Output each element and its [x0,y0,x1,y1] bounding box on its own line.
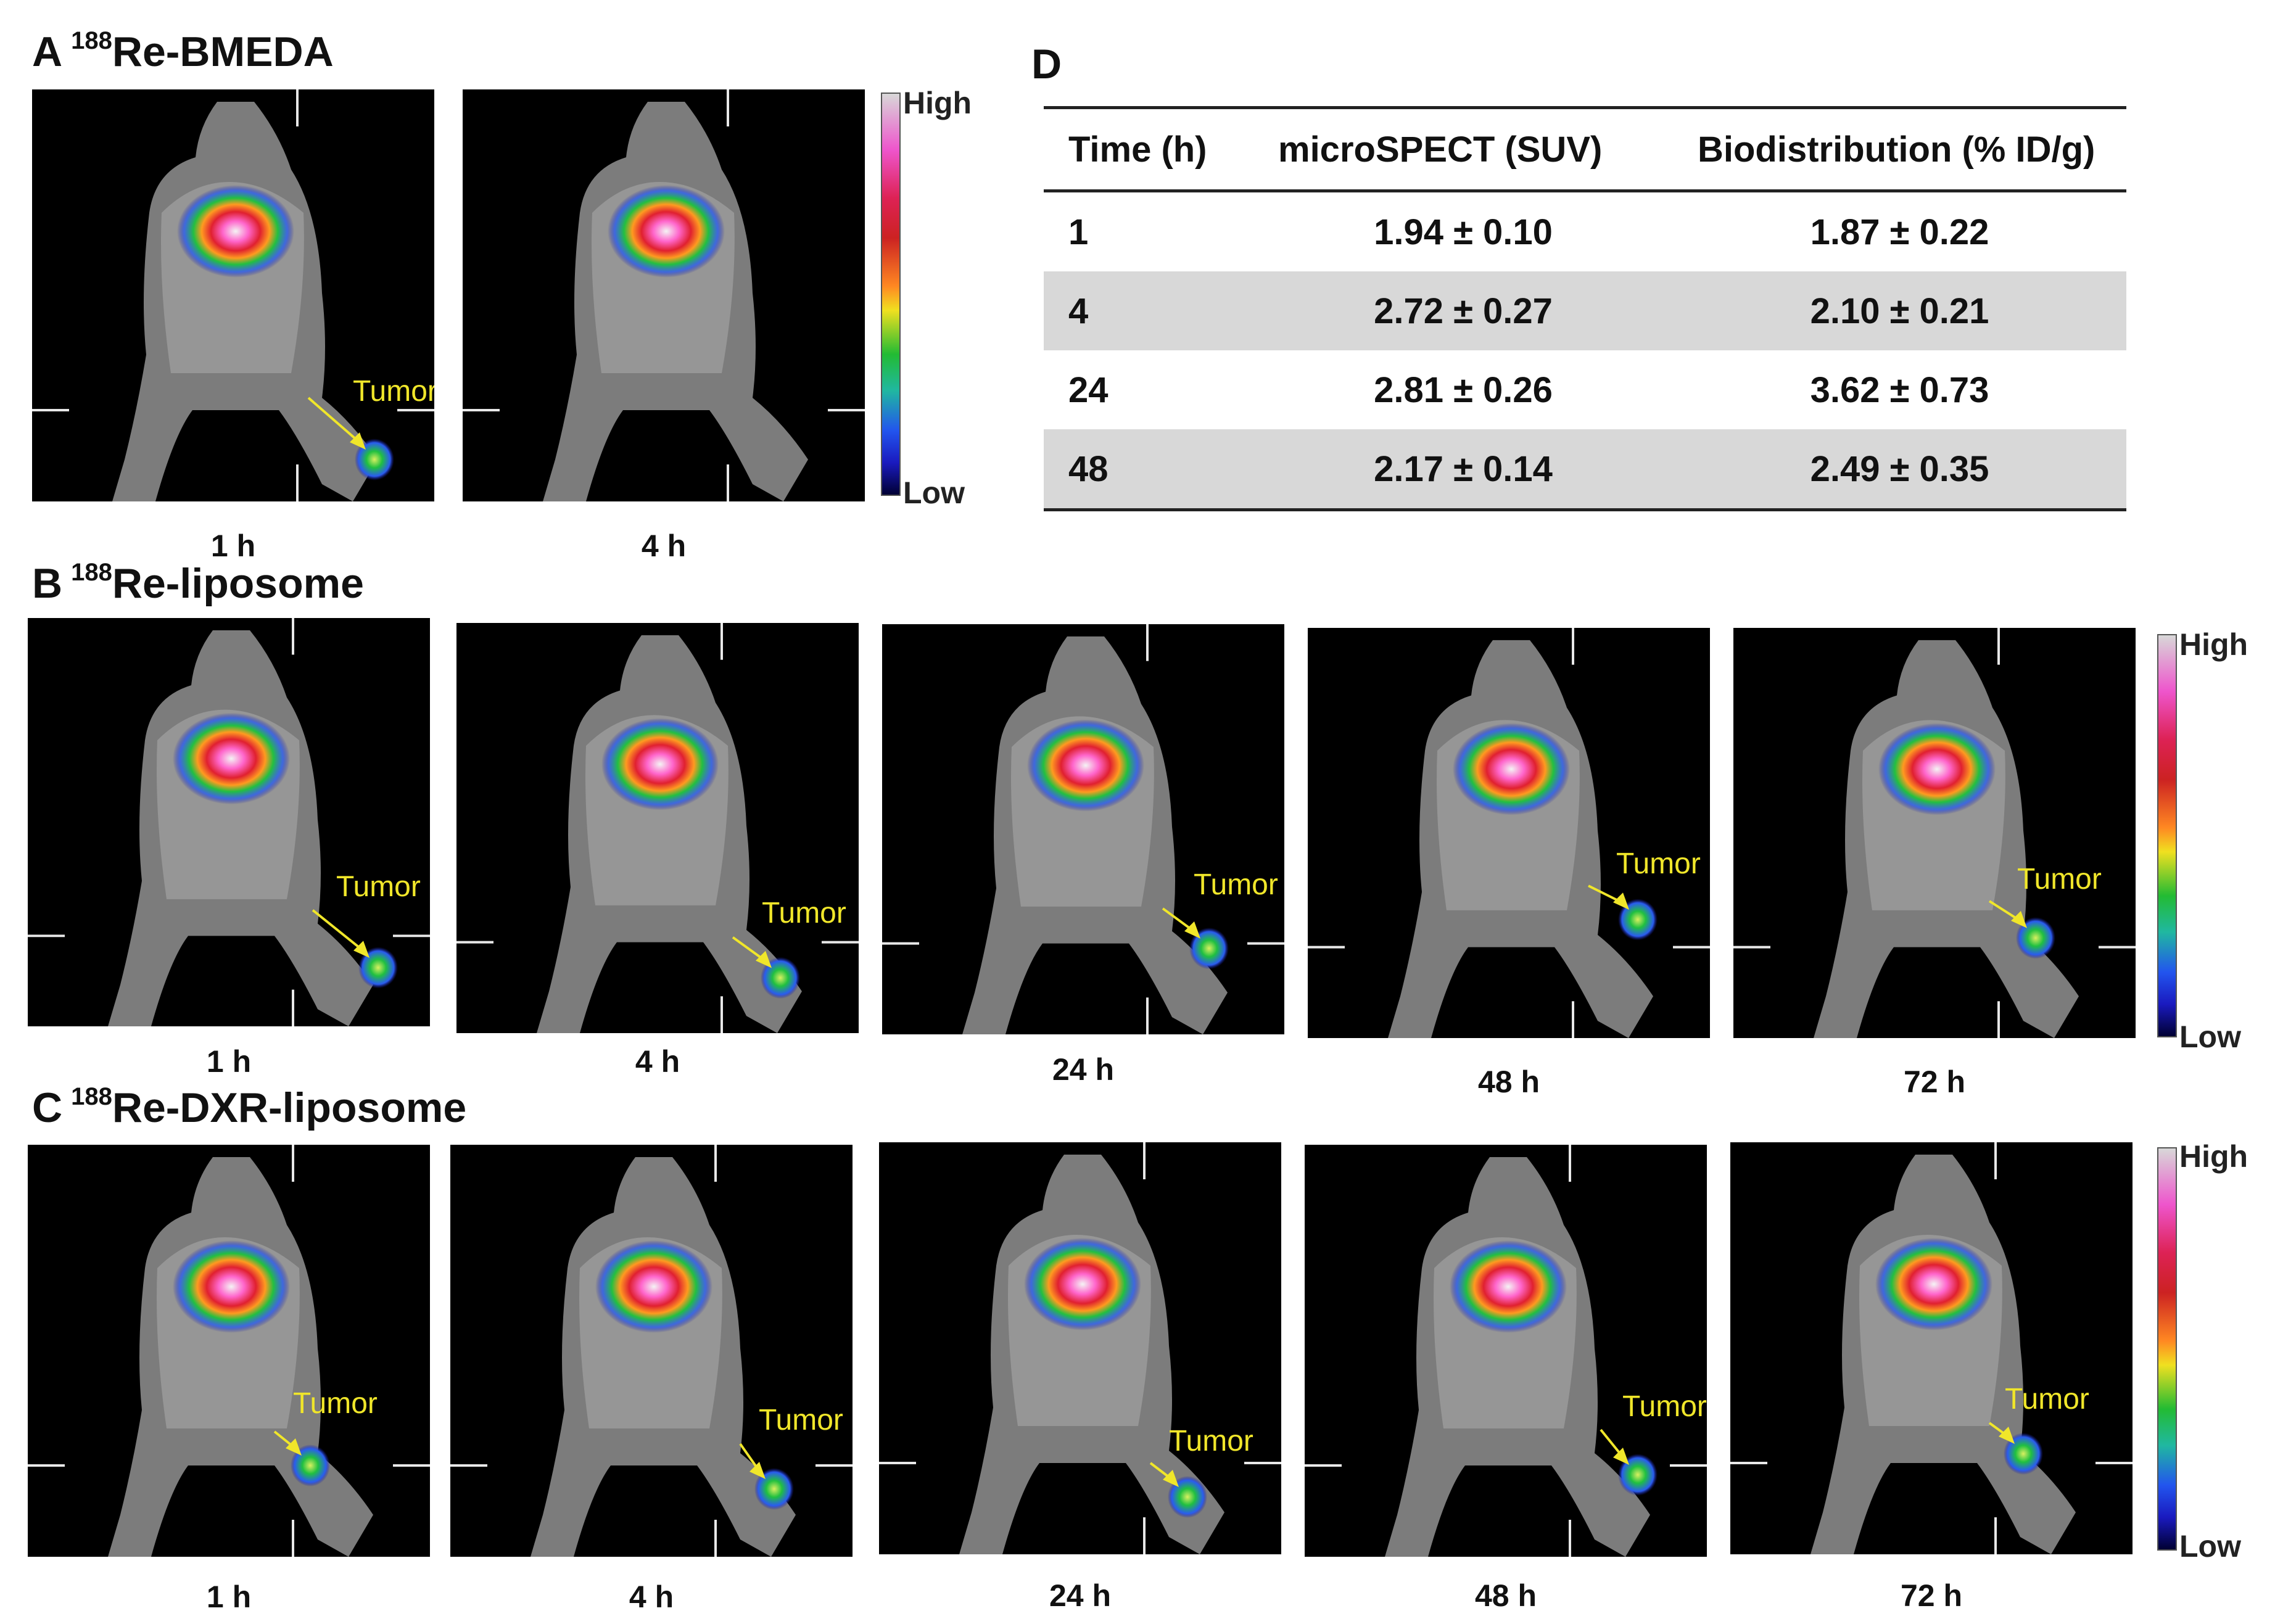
colorbar-a [881,93,901,496]
colorbar-b-low-label: Low [2179,1020,2241,1054]
table-cell-biodistribution: 3.62 ± 0.73 [1810,369,1989,410]
time-label-c-48h: 48 h [1474,1578,1537,1613]
suv-biodistribution-table: Time (h) microSPECT (SUV) Biodistributio… [1044,106,2126,511]
time-label-b-1h: 1 h [206,1044,252,1079]
tumor-label: Tumor [1622,1390,1707,1423]
colorbar-a-high-label: High [903,86,972,120]
panel-a-title: A 188Re-BMEDA [32,28,334,75]
table-row: 24 2.81 ± 0.26 3.62 ± 0.73 [1044,350,2126,429]
table-cell-biodistribution: 1.87 ± 0.22 [1810,212,1989,252]
colorbar-a-low-label: Low [903,476,965,510]
panel-d-letter: D [1031,41,1062,88]
tumor-label: Tumor [353,375,434,408]
colorbar-c-high-label: High [2179,1139,2248,1174]
spect-image-b-72h: Tumor [1733,628,2136,1038]
table-row: 48 2.17 ± 0.14 2.49 ± 0.35 [1044,429,2126,511]
table-header-row: Time (h) microSPECT (SUV) Biodistributio… [1044,106,2126,192]
colorbar-c [2157,1147,2177,1551]
table-cell-biodistribution: 2.10 ± 0.21 [1673,271,2126,350]
spect-image-c-24h: Tumor [879,1142,1281,1554]
spect-image-a-4h: Tumor [463,89,865,501]
table-cell-suv: 2.17 ± 0.14 [1253,429,1673,511]
tumor-label: Tumor [1194,868,1278,901]
colorbar-c-low-label: Low [2179,1529,2241,1564]
panel-b-isotope: 188 [71,559,112,586]
table-cell-suv: 2.81 ± 0.26 [1374,369,1553,410]
spect-image-c-1h: Tumor [28,1145,430,1557]
panel-c-title: C 188Re-DXR-liposome [32,1084,467,1131]
panel-c-isotope: 188 [71,1083,112,1110]
panel-d-title: D [1031,43,1062,85]
table-header-time: Time (h) [1044,106,1253,192]
spect-image-c-72h: Tumor [1730,1142,2133,1554]
spect-image-b-1h: Tumor [28,618,430,1026]
time-label-a-1h: 1 h [210,529,256,563]
spect-image-b-4h: Tumor [456,623,859,1033]
panel-a-isotope: 188 [71,27,112,54]
spect-image-c-48h: Tumor [1305,1145,1707,1557]
tumor-label: Tumor [2017,863,2102,896]
table-cell-suv: 1.94 ± 0.10 [1374,212,1553,252]
time-label-b-72h: 72 h [1903,1065,1966,1099]
spect-image-c-4h: Tumor [450,1145,853,1557]
table-header-biodistribution: Biodistribution (% ID/g) [1673,106,2126,192]
table-cell-suv: 2.72 ± 0.27 [1253,271,1673,350]
tumor-label: Tumor [293,1387,378,1420]
table-row: 4 2.72 ± 0.27 2.10 ± 0.21 [1044,271,2126,350]
time-label-c-1h: 1 h [206,1580,252,1614]
panel-a-compound: Re-BMEDA [112,28,334,75]
panel-a-letter: A [32,28,63,75]
panel-b-compound: Re-liposome [112,560,364,607]
time-label-c-24h: 24 h [1049,1578,1112,1613]
panel-b-letter: B [32,560,63,607]
table-row: 1 1.94 ± 0.10 1.87 ± 0.22 [1044,191,2126,272]
panel-c-letter: C [32,1084,63,1131]
time-label-c-4h: 4 h [629,1580,674,1614]
time-label-b-48h: 48 h [1477,1065,1540,1099]
spect-image-a-1h: Tumor [32,89,434,501]
time-label-a-4h: 4 h [641,529,687,563]
panel-c-compound: Re-DXR-liposome [112,1084,467,1131]
table-cell-biodistribution: 2.49 ± 0.35 [1673,429,2126,511]
time-label-b-4h: 4 h [635,1044,680,1079]
table-cell-time: 24 [1068,369,1109,410]
tumor-label: Tumor [1169,1425,1253,1457]
tumor-label: Tumor [336,870,421,903]
colorbar-b-high-label: High [2179,627,2248,662]
time-label-b-24h: 24 h [1052,1052,1115,1087]
spect-image-b-24h: Tumor [882,624,1284,1034]
panel-b-title: B 188Re-liposome [32,560,364,607]
spect-image-b-48h: Tumor [1308,628,1710,1038]
time-label-c-72h: 72 h [1900,1578,1963,1613]
colorbar-b [2157,634,2177,1037]
table-cell-time: 1 [1068,212,1089,252]
tumor-label: Tumor [1616,847,1701,880]
table-cell-time: 48 [1044,429,1253,511]
tumor-label: Tumor [762,897,846,929]
tumor-label: Tumor [2005,1383,2089,1416]
table-header-microspect: microSPECT (SUV) [1253,106,1673,192]
tumor-label: Tumor [759,1404,843,1436]
table-cell-time: 4 [1044,271,1253,350]
